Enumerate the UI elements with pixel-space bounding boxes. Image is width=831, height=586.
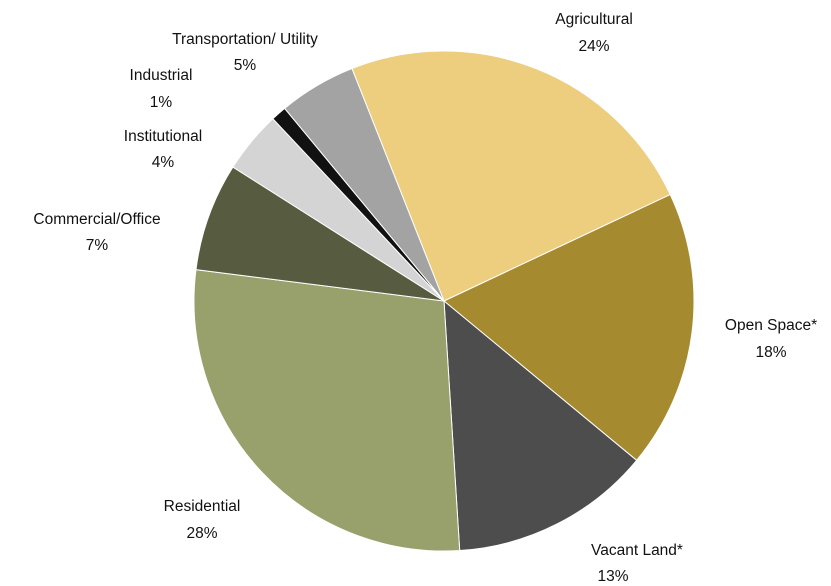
- pie-slice: [195, 166, 445, 302]
- slice-value-label: 28%: [186, 525, 217, 542]
- slice-label: Industrial: [130, 67, 193, 84]
- slice-value-label: 18%: [755, 344, 786, 361]
- pie-slice: [443, 193, 695, 462]
- slice-label: Open Space*: [725, 317, 817, 334]
- pie-slice: [193, 269, 461, 552]
- slice-value-label: 5%: [234, 57, 257, 74]
- slice-label: Agricultural: [555, 11, 633, 28]
- slice-value-label: 4%: [152, 154, 175, 171]
- slice-value-label: 24%: [578, 38, 609, 55]
- slice-label: Commercial/Office: [33, 211, 160, 228]
- pie-slice: [283, 67, 445, 302]
- slice-value-label: 1%: [150, 94, 173, 111]
- slice-value-label: 13%: [597, 568, 628, 585]
- slice-label: Transportation/ Utility: [172, 31, 318, 48]
- slice-label: Vacant Land*: [591, 542, 683, 559]
- slice-label: Institutional: [124, 128, 202, 145]
- slice-value-label: 7%: [86, 237, 109, 254]
- slice-label: Residential: [164, 498, 241, 515]
- pie-slice: [351, 50, 671, 302]
- pie-slice: [443, 299, 638, 552]
